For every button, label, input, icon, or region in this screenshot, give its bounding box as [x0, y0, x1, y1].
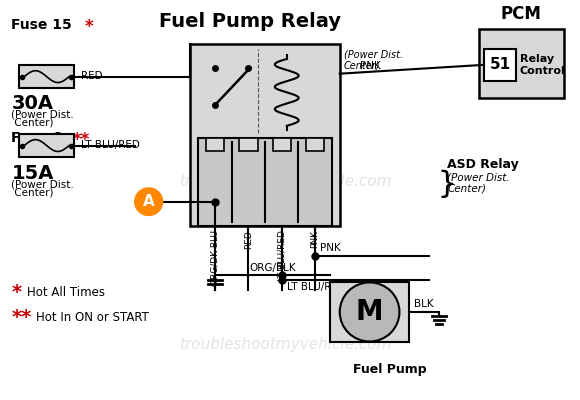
Bar	[19, 65, 74, 88]
Text: (Power Dist.: (Power Dist.	[447, 172, 510, 182]
Text: BLK: BLK	[414, 299, 434, 309]
Text: M: M	[356, 298, 383, 326]
Text: **: **	[12, 308, 31, 327]
Text: PCM: PCM	[501, 6, 542, 24]
Text: Fuel Pump: Fuel Pump	[353, 363, 426, 376]
Text: (Power Dist.: (Power Dist.	[12, 179, 74, 189]
Text: *: *	[85, 18, 93, 36]
Text: troubleshootmyvehicle.com: troubleshootmyvehicle.com	[179, 174, 392, 190]
Text: 30A: 30A	[12, 94, 53, 113]
Text: Fuse 15: Fuse 15	[12, 18, 72, 32]
Text: (Power Dist.: (Power Dist.	[344, 49, 403, 59]
Text: LT BLU/RED: LT BLU/RED	[287, 282, 346, 292]
Text: PNK: PNK	[320, 243, 341, 253]
Bar	[273, 138, 291, 152]
Bar	[330, 282, 409, 342]
Text: LT BLU/RED: LT BLU/RED	[277, 230, 287, 281]
Bar	[306, 138, 324, 152]
Text: Fuse 6: Fuse 6	[12, 131, 62, 145]
Text: ASD Relay: ASD Relay	[447, 158, 519, 171]
Text: **: **	[73, 131, 90, 149]
Bar	[190, 44, 340, 226]
Text: RED: RED	[244, 230, 253, 249]
Bar	[19, 134, 74, 157]
Text: Fuel Pump Relay: Fuel Pump Relay	[159, 12, 341, 31]
Bar	[479, 29, 564, 98]
Text: *: *	[12, 283, 21, 302]
Text: Relay
Control: Relay Control	[520, 54, 566, 76]
Bar	[198, 138, 332, 226]
Text: Center): Center)	[344, 61, 380, 71]
Text: Hot All Times: Hot All Times	[27, 286, 105, 299]
Text: 15A: 15A	[12, 164, 54, 183]
Bar	[206, 138, 224, 152]
Bar	[240, 138, 258, 152]
Text: troubleshootmyvehicle.com: troubleshootmyvehicle.com	[179, 337, 392, 352]
Circle shape	[340, 282, 400, 342]
Text: PNK: PNK	[311, 230, 320, 248]
Bar	[484, 49, 516, 80]
Text: RED: RED	[81, 71, 103, 81]
Circle shape	[135, 188, 162, 216]
Text: 51: 51	[490, 57, 510, 72]
Text: ORG/BLK: ORG/BLK	[249, 262, 296, 272]
Text: ORG/DK BLU: ORG/DK BLU	[211, 230, 220, 286]
Text: Center): Center)	[12, 188, 54, 198]
Text: Center): Center)	[12, 118, 54, 128]
Text: PNK: PNK	[360, 61, 380, 71]
Text: Center): Center)	[447, 184, 486, 194]
Text: (Power Dist.: (Power Dist.	[12, 109, 74, 119]
Text: Hot In ON or START: Hot In ON or START	[36, 311, 149, 324]
Text: A: A	[143, 194, 154, 209]
Text: {: {	[432, 168, 451, 196]
Text: LT BLU/RED: LT BLU/RED	[81, 140, 140, 150]
